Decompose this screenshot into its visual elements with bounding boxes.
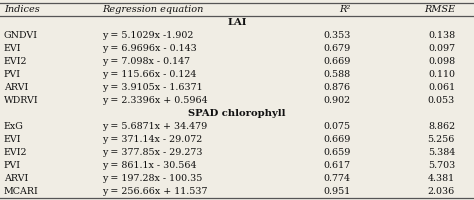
Text: y = 3.9105x - 1.6371: y = 3.9105x - 1.6371 xyxy=(102,83,202,92)
Text: 0.659: 0.659 xyxy=(323,148,351,157)
Text: PVI: PVI xyxy=(4,70,21,79)
Text: 0.951: 0.951 xyxy=(324,187,351,196)
Text: R²: R² xyxy=(339,5,351,14)
Text: EVI2: EVI2 xyxy=(4,148,27,157)
Text: y = 2.3396x + 0.5964: y = 2.3396x + 0.5964 xyxy=(102,96,208,105)
Text: Regression equation: Regression equation xyxy=(102,5,203,14)
Text: MCARI: MCARI xyxy=(4,187,38,196)
Text: y = 5.6871x + 34.479: y = 5.6871x + 34.479 xyxy=(102,122,207,131)
Text: 0.075: 0.075 xyxy=(324,122,351,131)
Text: GNDVI: GNDVI xyxy=(4,31,38,40)
Text: 5.256: 5.256 xyxy=(428,135,455,144)
Text: 5.703: 5.703 xyxy=(428,161,455,170)
Text: 0.053: 0.053 xyxy=(428,96,455,105)
Text: y = 256.66x + 11.537: y = 256.66x + 11.537 xyxy=(102,187,208,196)
Text: 5.384: 5.384 xyxy=(428,148,455,157)
Text: WDRVI: WDRVI xyxy=(4,96,38,105)
Text: EVI: EVI xyxy=(4,135,21,144)
Text: 0.097: 0.097 xyxy=(428,44,455,53)
Text: y = 5.1029x -1.902: y = 5.1029x -1.902 xyxy=(102,31,193,40)
Text: Indices: Indices xyxy=(4,5,39,14)
Text: 0.098: 0.098 xyxy=(428,57,455,66)
Text: 0.588: 0.588 xyxy=(324,70,351,79)
Text: 0.669: 0.669 xyxy=(323,135,351,144)
Text: 0.110: 0.110 xyxy=(428,70,455,79)
Text: 0.774: 0.774 xyxy=(324,174,351,183)
Text: 0.353: 0.353 xyxy=(323,31,351,40)
Text: y = 861.1x - 30.564: y = 861.1x - 30.564 xyxy=(102,161,196,170)
Text: 2.036: 2.036 xyxy=(428,187,455,196)
Text: EVI: EVI xyxy=(4,44,21,53)
Text: 0.902: 0.902 xyxy=(324,96,351,105)
Text: y = 115.66x - 0.124: y = 115.66x - 0.124 xyxy=(102,70,196,79)
Text: y = 197.28x - 100.35: y = 197.28x - 100.35 xyxy=(102,174,202,183)
Text: LAI: LAI xyxy=(227,18,247,27)
Text: y = 6.9696x - 0.143: y = 6.9696x - 0.143 xyxy=(102,44,197,53)
Text: SPAD chlorophyll: SPAD chlorophyll xyxy=(188,109,286,118)
Text: 8.862: 8.862 xyxy=(428,122,455,131)
Text: 0.669: 0.669 xyxy=(323,57,351,66)
Text: PVI: PVI xyxy=(4,161,21,170)
Text: 0.876: 0.876 xyxy=(324,83,351,92)
Text: y = 371.14x - 29.072: y = 371.14x - 29.072 xyxy=(102,135,202,144)
Text: 0.138: 0.138 xyxy=(428,31,455,40)
Text: ARVI: ARVI xyxy=(4,174,28,183)
Text: EVI2: EVI2 xyxy=(4,57,27,66)
Text: y = 377.85x - 29.273: y = 377.85x - 29.273 xyxy=(102,148,202,157)
Text: y = 7.098x - 0.147: y = 7.098x - 0.147 xyxy=(102,57,190,66)
Text: ARVI: ARVI xyxy=(4,83,28,92)
Text: 0.617: 0.617 xyxy=(324,161,351,170)
Text: ExG: ExG xyxy=(4,122,24,131)
Text: 4.381: 4.381 xyxy=(428,174,455,183)
Text: RMSE: RMSE xyxy=(424,5,455,14)
Text: 0.061: 0.061 xyxy=(428,83,455,92)
Text: 0.679: 0.679 xyxy=(324,44,351,53)
